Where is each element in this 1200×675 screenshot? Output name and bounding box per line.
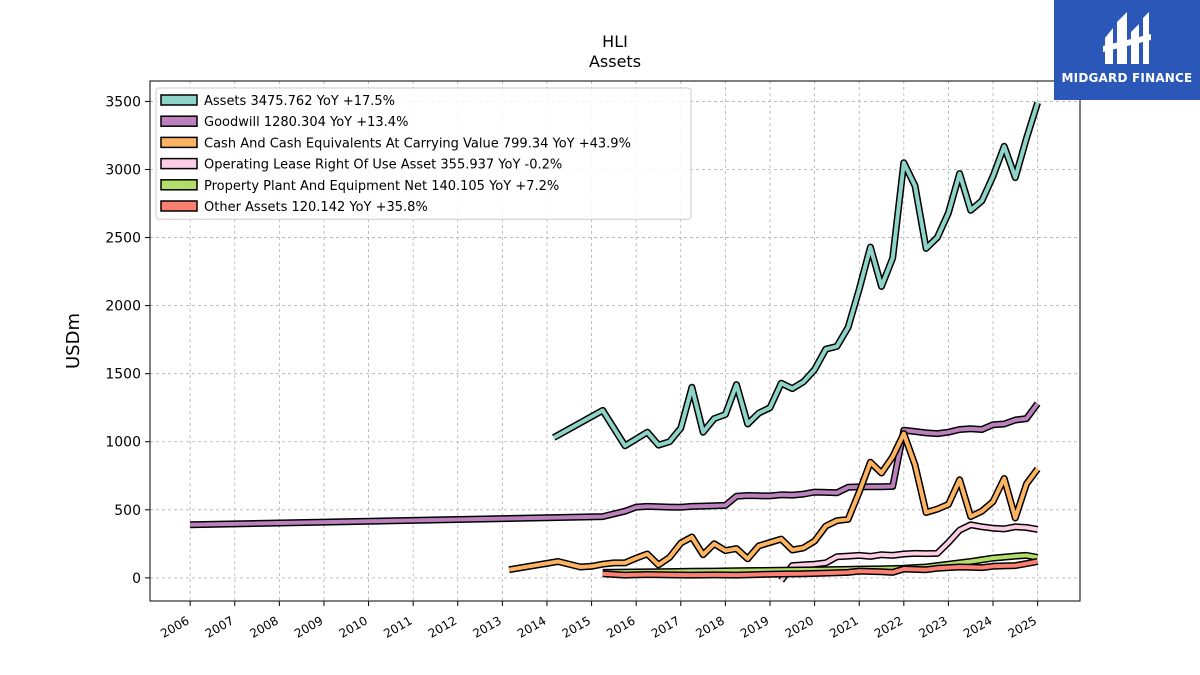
series-lines xyxy=(190,101,1041,583)
x-tick-label: 2017 xyxy=(649,613,682,640)
legend-entry: Other Assets 120.142 YoY +35.8% xyxy=(204,200,428,215)
legend-entry: Goodwill 1280.304 YoY +13.4% xyxy=(204,115,408,130)
x-tick-label: 2008 xyxy=(247,613,280,640)
x-tick-label: 2019 xyxy=(738,613,771,640)
chart-subtitle: Assets xyxy=(589,52,641,71)
x-tick-label: 2012 xyxy=(426,613,459,640)
legend-swatch xyxy=(160,136,198,149)
x-tick-label: 2006 xyxy=(158,613,191,640)
x-tick-label: 2014 xyxy=(515,613,548,640)
x-tick-label: 2009 xyxy=(292,613,325,640)
x-tick-label: 2011 xyxy=(381,613,414,640)
series-line-assets xyxy=(552,102,1040,448)
legend-swatch xyxy=(160,200,198,212)
y-tick-label: 0 xyxy=(132,571,141,587)
y-tick-label: 2000 xyxy=(105,299,141,315)
series-line-other-assets xyxy=(602,559,1038,578)
plot-frame xyxy=(149,80,1081,602)
x-tick-label: 2016 xyxy=(604,613,637,640)
brand-logo: MIDGARD FINANCE xyxy=(1054,0,1200,100)
legend-entry: Operating Lease Right Of Use Asset 355.9… xyxy=(204,158,562,173)
series-line-goodwill xyxy=(190,402,1040,527)
legend-entry: Assets 3475.762 YoY +17.5% xyxy=(204,94,395,109)
y-tick-label: 500 xyxy=(114,503,141,519)
chart-title: HLI xyxy=(602,32,628,51)
series-outline-cash-and-cash-equivalents-at-carrying-value xyxy=(508,430,1041,574)
x-tick-label: 2010 xyxy=(337,613,370,640)
y-tick-label: 2500 xyxy=(105,231,141,247)
x-tick-label: 2013 xyxy=(470,613,503,640)
x-tick-label: 2023 xyxy=(916,613,949,640)
legend-swatch xyxy=(160,115,198,127)
legend-swatch xyxy=(160,94,198,106)
y-axis-label: USDm xyxy=(63,313,84,369)
brand-name: MIDGARD FINANCE xyxy=(1061,71,1193,85)
legend: Assets 3475.762 YoY +17.5% Goodwill 1280.… xyxy=(155,87,692,220)
x-tick-label: 2020 xyxy=(783,613,816,640)
legend-box xyxy=(155,87,692,220)
series-line-operating-lease-right-of-use-asset xyxy=(779,522,1038,582)
y-tick-label: 3500 xyxy=(105,94,141,110)
x-tick-label: 2024 xyxy=(961,613,994,640)
x-tick-label: 2025 xyxy=(1006,613,1039,640)
legend-swatch xyxy=(160,179,198,191)
x-tick-label: 2015 xyxy=(560,613,593,640)
x-tick-label: 2021 xyxy=(827,613,860,640)
x-tick-label: 2018 xyxy=(693,613,726,640)
x-tick-label: 2022 xyxy=(872,613,905,640)
legend-entry: Property Plant And Equipment Net 140.105… xyxy=(204,179,559,194)
midgard-logo-icon xyxy=(1103,12,1151,64)
y-tick-label: 1500 xyxy=(105,367,141,383)
y-tick-label: 1000 xyxy=(105,435,141,451)
legend-entry: Cash And Cash Equivalents At Carrying Va… xyxy=(204,136,631,151)
legend-swatch xyxy=(160,157,198,170)
y-tick-label: 3000 xyxy=(105,162,141,178)
series-line-cash-and-cash-equivalents-at-carrying-value xyxy=(508,431,1040,572)
x-tick-label: 2007 xyxy=(203,613,236,640)
